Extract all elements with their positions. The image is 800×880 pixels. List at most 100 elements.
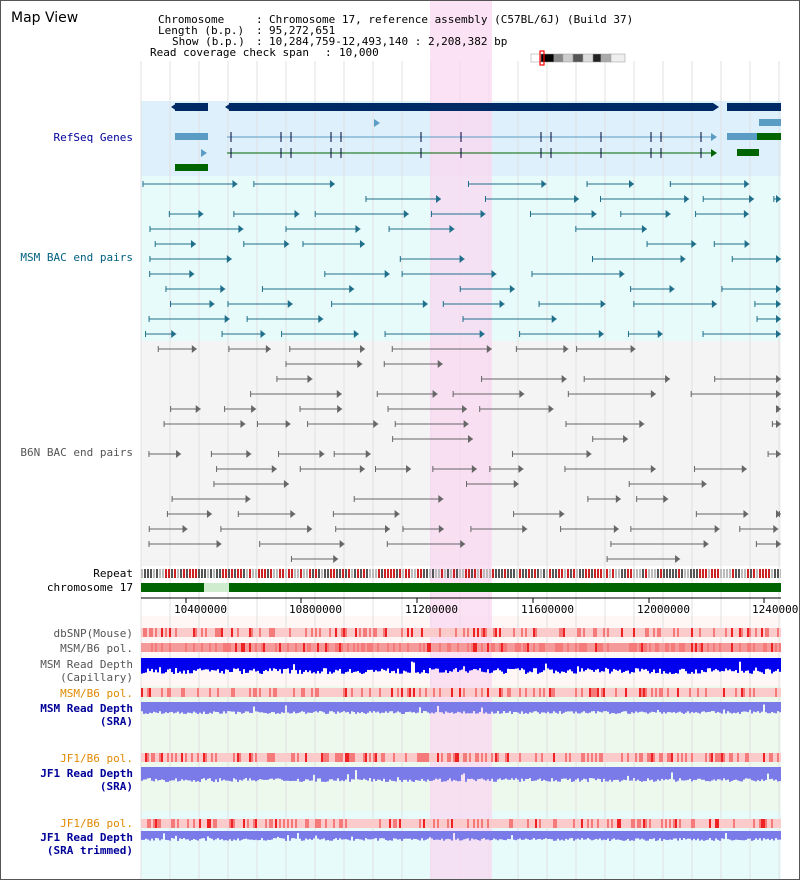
- read-depth-bin: [769, 658, 771, 670]
- repeat-feature: [261, 569, 263, 578]
- read-depth-bin: [451, 702, 453, 713]
- track-label-jf1-depth-trim[interactable]: JF1 Read Depth: [40, 831, 133, 844]
- read-depth-bin: [621, 702, 623, 712]
- repeat-feature: [627, 569, 629, 578]
- polymorphism-bin: [701, 819, 703, 828]
- polymorphism-bin: [711, 753, 713, 762]
- read-depth-bin: [629, 702, 631, 714]
- polymorphism-bin: [561, 688, 563, 697]
- polymorphism-bin: [543, 753, 545, 762]
- polymorphism-bin: [633, 643, 635, 652]
- polymorphism-bin: [373, 643, 375, 652]
- polymorphism-bin: [271, 643, 273, 652]
- repeat-feature: [513, 569, 515, 578]
- snp-density-bin: [661, 628, 663, 637]
- polymorphism-bin: [731, 819, 733, 828]
- b6n-bac-pair: [216, 540, 222, 548]
- read-depth-bin: [681, 702, 683, 713]
- polymorphism-bin: [763, 753, 765, 762]
- read-depth-bin: [417, 767, 419, 781]
- polymorphism-bin: [645, 643, 647, 652]
- read-depth-bin: [759, 831, 761, 839]
- msm-bac-pair: [224, 315, 230, 323]
- read-depth-bin: [417, 658, 419, 673]
- polymorphism-bin: [447, 819, 449, 828]
- polymorphism-bin: [627, 753, 629, 762]
- read-depth-bin: [683, 658, 685, 669]
- read-depth-bin: [477, 658, 479, 671]
- track-label-refseq[interactable]: RefSeq Genes: [53, 131, 133, 144]
- snp-density-bin: [611, 628, 613, 637]
- repeat-feature: [174, 569, 176, 578]
- polymorphism-bin: [527, 688, 529, 697]
- repeat-feature: [480, 569, 482, 578]
- polymorphism-bin: [289, 643, 291, 652]
- snp-density-bin: [511, 628, 513, 637]
- repeat-feature: [153, 569, 155, 578]
- read-depth-bin: [459, 702, 461, 713]
- read-depth-bin: [529, 831, 531, 840]
- polymorphism-bin: [537, 688, 539, 697]
- read-depth-bin: [731, 831, 733, 841]
- b6n-bac-pair: [665, 375, 671, 383]
- read-depth-bin: [605, 767, 607, 782]
- read-depth-bin: [601, 658, 603, 672]
- polymorphism-bin: [185, 688, 187, 697]
- repeat-feature: [720, 569, 722, 578]
- polymorphism-bin: [159, 819, 161, 828]
- polymorphism-bin: [387, 753, 389, 762]
- snp-density-bin: [355, 628, 357, 637]
- read-depth-bin: [509, 767, 511, 780]
- read-depth-bin: [735, 702, 737, 714]
- read-depth-bin: [453, 767, 455, 780]
- read-depth-bin: [743, 702, 745, 712]
- track-label-msm-depth-sra[interactable]: MSM Read Depth: [40, 702, 133, 715]
- polymorphism-bin: [291, 643, 293, 652]
- track-label-jf1-pol[interactable]: JF1/B6 pol.: [60, 752, 133, 765]
- track-label-jf1-pol-2[interactable]: JF1/B6 pol.: [60, 817, 133, 830]
- msm-bac-pair: [551, 315, 557, 323]
- read-depth-bin: [471, 767, 473, 779]
- polymorphism-bin: [229, 688, 231, 697]
- polymorphism-bin: [751, 819, 753, 828]
- polymorphism-bin: [265, 753, 267, 762]
- polymorphism-bin: [663, 688, 665, 697]
- repeat-feature: [216, 569, 218, 578]
- polymorphism-bin: [545, 643, 547, 652]
- track-label-msm-pol-2[interactable]: MSM/B6 pol.: [60, 687, 133, 700]
- track-label-b6n-bac[interactable]: B6N BAC end pairs: [20, 446, 133, 459]
- snp-density-bin: [517, 628, 519, 637]
- read-depth-bin: [363, 702, 365, 714]
- read-depth-bin: [779, 702, 781, 713]
- polymorphism-bin: [765, 753, 767, 762]
- track-label-msm-pol[interactable]: MSM/B6 pol.: [60, 642, 133, 655]
- chromosome-sep: :: [256, 13, 263, 26]
- polymorphism-bin: [417, 753, 419, 762]
- read-depth-bin: [255, 702, 257, 712]
- polymorphism-bin: [431, 819, 433, 828]
- track-label-dbsnp[interactable]: dbSNP(Mouse): [53, 627, 133, 640]
- snp-density-bin: [263, 628, 265, 637]
- read-depth-bin: [303, 767, 305, 781]
- read-depth-bin: [313, 658, 315, 673]
- repeat-feature: [540, 569, 542, 578]
- read-depth-bin: [163, 767, 165, 781]
- snp-density-bin: [395, 628, 397, 637]
- read-depth-bin: [241, 658, 243, 674]
- polymorphism-bin: [377, 819, 379, 828]
- polymorphism-bin: [305, 819, 307, 828]
- polymorphism-bin: [357, 819, 359, 828]
- track-label-msm-depth-cap[interactable]: MSM Read Depth: [40, 658, 133, 671]
- polymorphism-bin: [505, 819, 507, 828]
- polymorphism-bin: [707, 688, 709, 697]
- repeat-feature: [351, 569, 353, 578]
- track-label-msm-bac[interactable]: MSM BAC end pairs: [20, 251, 133, 264]
- polymorphism-bin: [241, 819, 243, 828]
- b6n-bac-pair: [359, 465, 365, 473]
- snp-density-bin: [573, 628, 575, 637]
- read-depth-bin: [335, 658, 337, 670]
- polymorphism-bin: [569, 688, 571, 697]
- track-label-jf1-depth-sra[interactable]: JF1 Read Depth: [40, 767, 133, 780]
- snp-density-bin: [485, 628, 487, 637]
